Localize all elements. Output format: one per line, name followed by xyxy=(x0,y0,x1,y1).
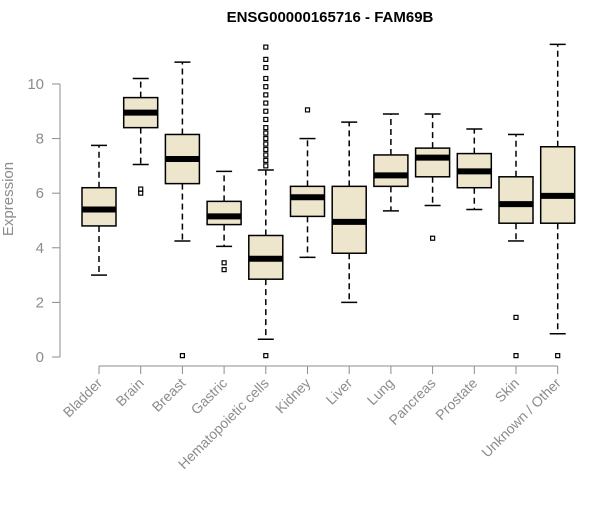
outlier-point xyxy=(263,44,269,50)
iqr-box xyxy=(289,185,326,218)
y-axis-label: Expression xyxy=(0,162,17,236)
box-group xyxy=(81,144,117,276)
outlier-point xyxy=(304,107,311,113)
box-group xyxy=(456,128,493,211)
outlier-point xyxy=(263,116,269,123)
iqr-box xyxy=(498,176,534,224)
x-tick-label: Bladder xyxy=(60,375,106,421)
outlier-point xyxy=(221,260,227,266)
x-tick-label: Liver xyxy=(323,375,356,408)
outlier-point xyxy=(263,84,269,90)
outlier-point xyxy=(263,152,269,158)
x-tick-label: Lung xyxy=(364,375,397,408)
outlier-point xyxy=(430,235,436,241)
box-group xyxy=(289,107,326,259)
x-tick-label: Brain xyxy=(112,375,146,409)
outlier-point xyxy=(263,125,269,131)
box-group xyxy=(164,61,201,359)
outlier-point xyxy=(263,75,269,82)
outlier-point xyxy=(263,157,269,164)
outlier-point xyxy=(263,130,269,136)
outlier-point xyxy=(263,108,269,114)
iqr-box xyxy=(206,200,242,226)
box-group xyxy=(498,133,534,359)
outlier-point xyxy=(138,190,144,196)
outlier-point xyxy=(263,64,269,71)
outlier-point xyxy=(263,56,269,62)
outlier-point xyxy=(555,353,561,359)
x-tick-label: Skin xyxy=(492,375,523,406)
chart-title: ENSG00000165716 - FAM69B xyxy=(227,9,434,26)
outlier-point xyxy=(179,353,185,359)
iqr-box xyxy=(373,154,409,188)
outlier-point xyxy=(263,163,269,169)
y-tick-label: 0 xyxy=(36,349,44,366)
box-group xyxy=(248,44,284,359)
outlier-point xyxy=(263,141,269,147)
box-layer xyxy=(81,43,576,359)
box-group xyxy=(373,113,409,212)
x-tick-label: Kidney xyxy=(272,375,314,417)
outlier-point xyxy=(263,100,269,106)
box-group xyxy=(331,121,367,304)
outlier-point xyxy=(263,146,269,153)
outlier-point xyxy=(263,135,269,142)
y-tick-label: 8 xyxy=(36,131,44,148)
box-group xyxy=(414,113,451,241)
outlier-point xyxy=(263,353,269,359)
box-group xyxy=(206,170,242,273)
x-tick-label: Breast xyxy=(149,375,189,415)
box-group xyxy=(122,77,159,196)
y-tick-label: 4 xyxy=(36,240,44,257)
box-group xyxy=(539,43,576,359)
outlier-point xyxy=(513,353,519,359)
y-tick-label: 10 xyxy=(27,76,44,93)
outlier-point xyxy=(513,314,519,321)
outlier-point xyxy=(221,267,227,273)
y-tick-label: 2 xyxy=(36,294,44,311)
outlier-point xyxy=(138,186,144,192)
iqr-box xyxy=(539,146,576,224)
outlier-point xyxy=(263,92,269,98)
x-tick-label: Unknown / Other xyxy=(478,375,564,461)
axis-layer: 0 2 4 6 8 10 xyxy=(27,76,559,374)
y-tick-label: 6 xyxy=(36,185,44,202)
iqr-box xyxy=(414,147,451,178)
x-tick-label: Prostate xyxy=(432,375,480,423)
